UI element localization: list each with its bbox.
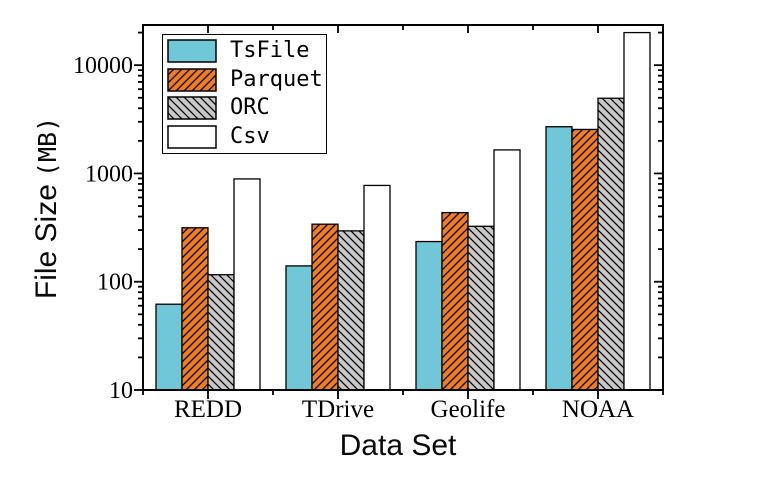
x-tick-label: NOAA bbox=[562, 396, 634, 423]
y-axis-title-unit: (MB) bbox=[33, 116, 62, 178]
bar-orc-tdrive bbox=[337, 230, 365, 391]
bar-parquet-tdrive bbox=[311, 223, 339, 391]
legend: TsFile Parquet ORC Csv bbox=[162, 34, 327, 154]
y-axis-title: File Size (MB) bbox=[30, 117, 64, 299]
bar-tsfile-geolife bbox=[415, 240, 443, 391]
legend-item-tsfile: TsFile bbox=[167, 38, 326, 64]
bar-orc-noaa bbox=[597, 97, 625, 391]
legend-item-orc: ORC bbox=[167, 96, 326, 120]
x-tick-label: TDrive bbox=[302, 396, 374, 423]
y-tick-label: 100 bbox=[97, 270, 133, 296]
bar-csv-noaa bbox=[623, 31, 651, 391]
legend-swatch-csv bbox=[167, 124, 217, 149]
legend-item-csv: Csv bbox=[167, 123, 326, 149]
y-tick-label: 1000 bbox=[85, 161, 133, 187]
legend-label: ORC bbox=[230, 95, 270, 121]
bar-parquet-redd bbox=[181, 227, 209, 391]
legend-label: Parquet bbox=[230, 66, 323, 92]
bar-tsfile-redd bbox=[155, 303, 183, 391]
bar-tsfile-noaa bbox=[545, 126, 573, 391]
bars bbox=[155, 31, 651, 391]
y-tick-labels: 10 100 1000 10000 bbox=[73, 53, 133, 404]
legend-swatch-parquet bbox=[167, 68, 217, 92]
axis-ticks bbox=[134, 25, 664, 399]
legend-label: TsFile bbox=[230, 38, 310, 64]
x-axis-title: Data Set bbox=[339, 429, 457, 462]
bar-csv-geolife bbox=[493, 149, 521, 391]
bar-parquet-noaa bbox=[571, 128, 599, 391]
bar-orc-redd bbox=[207, 274, 235, 391]
bar-csv-tdrive bbox=[363, 184, 391, 391]
legend-item-parquet: Parquet bbox=[167, 68, 326, 92]
legend-label: Csv bbox=[230, 123, 270, 149]
x-tick-label: REDD bbox=[174, 396, 242, 423]
legend-swatch-orc bbox=[167, 96, 217, 120]
bar-parquet-geolife bbox=[441, 211, 469, 391]
bar-tsfile-tdrive bbox=[285, 265, 313, 391]
legend-swatch-tsfile bbox=[167, 39, 217, 64]
x-tick-label: Geolife bbox=[431, 396, 506, 423]
bar-orc-geolife bbox=[467, 225, 495, 391]
x-tick-labels: REDD TDrive Geolife NOAA bbox=[174, 396, 634, 423]
y-axis-title-text: File Size bbox=[30, 184, 63, 300]
y-tick-label: 10000 bbox=[73, 53, 133, 79]
bar-csv-redd bbox=[233, 178, 261, 391]
y-tick-label: 10 bbox=[109, 378, 133, 404]
